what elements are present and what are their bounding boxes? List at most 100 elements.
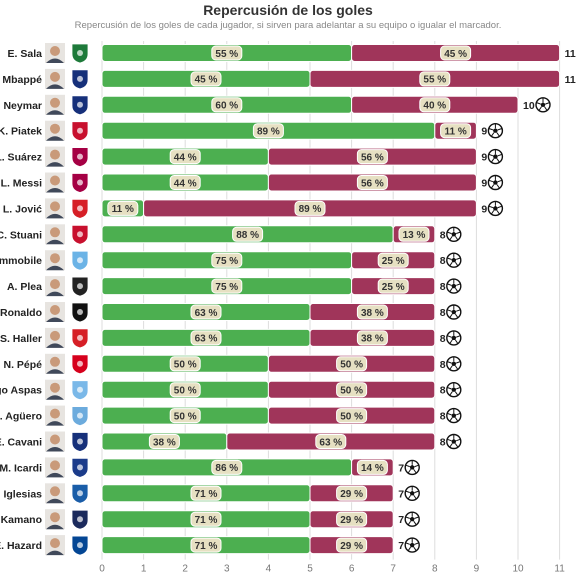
goal-total: 8: [440, 281, 446, 293]
soccer-ball-icon: [487, 148, 504, 165]
data-label-green: 86 %: [215, 463, 238, 474]
data-label-green: 88 %: [236, 230, 259, 241]
club-crest-icon: [71, 483, 89, 504]
player-photo: [45, 43, 65, 63]
club-crest-icon: [71, 173, 89, 193]
data-label-green: 11 %: [112, 204, 134, 215]
soccer-ball-icon: [446, 252, 462, 268]
data-label-red: 11 %: [444, 127, 466, 138]
club-crest-icon: [71, 276, 89, 297]
x-tick-label: 2: [182, 564, 188, 575]
data-label-red-bg: [356, 330, 388, 346]
data-label-green-bg: [148, 434, 180, 449]
soccer-ball-icon: [487, 200, 504, 217]
x-tick-label: 7: [390, 564, 396, 575]
data-label-red-bg: [356, 175, 388, 190]
data-label-green-bg: [190, 537, 222, 553]
data-label-green-bg: [211, 252, 243, 268]
data-label-red-bg: [336, 537, 368, 553]
club-crest-icon: [71, 457, 89, 478]
category-label: mmobile: [0, 255, 42, 267]
soccer-ball-icon: [446, 407, 462, 424]
data-label-red: 40 %: [423, 101, 446, 112]
player-photo: [45, 379, 65, 400]
soccer-ball-icon: [446, 278, 462, 294]
data-label-red: 38 %: [361, 334, 384, 345]
player-photo: [45, 68, 65, 89]
data-label-red: 63 %: [319, 437, 342, 448]
category-label: go Aspas: [0, 385, 42, 397]
club-crest-icon: [71, 380, 89, 401]
data-label-green-bg: [211, 97, 243, 113]
data-label-green: 38 %: [153, 437, 176, 448]
data-label-green: 71 %: [195, 541, 218, 552]
data-label-green-bg: [190, 511, 222, 527]
data-label-red-bg: [336, 485, 368, 501]
player-photo: [45, 172, 65, 193]
goal-total: 8: [440, 359, 446, 371]
club-crest-icon: [71, 250, 89, 271]
data-label-red-bg: [440, 123, 472, 139]
player-photo: [45, 94, 65, 115]
goal-total: 9: [481, 178, 487, 190]
data-label-green: 75 %: [215, 282, 238, 293]
goal-total: 7: [398, 462, 404, 474]
data-label-green: 45 %: [195, 75, 218, 86]
category-label: Kamano: [1, 514, 42, 526]
data-label-green-bg: [252, 123, 284, 139]
data-label-green-bg: [190, 330, 222, 346]
category-label: A. Plea: [7, 281, 42, 293]
data-label-red-bg: [377, 252, 409, 268]
club-crest-icon: [71, 198, 89, 219]
data-label-red: 14 %: [361, 463, 384, 474]
data-label-red: 13 %: [403, 230, 426, 241]
data-label-red: 29 %: [340, 489, 363, 500]
goal-total: 8: [440, 385, 446, 397]
player-photo: [45, 431, 65, 452]
data-label-green: 50 %: [174, 360, 197, 371]
data-label-red: 29 %: [340, 515, 363, 526]
player-photo: [45, 535, 65, 556]
goal-total: 7: [398, 540, 404, 552]
chart-title: Repercusión de los goles: [203, 2, 373, 18]
data-label-red-bg: [336, 511, 368, 527]
club-crest-icon: [71, 147, 89, 168]
data-label-green-bg: [169, 408, 201, 424]
data-label-red-bg: [398, 226, 430, 242]
data-label-red: 55 %: [423, 75, 446, 86]
goal-total: 8: [440, 229, 446, 241]
data-label-red-bg: [315, 434, 347, 449]
data-label-red: 50 %: [340, 411, 363, 422]
data-label-green: 44 %: [174, 152, 197, 163]
data-label-red: 56 %: [361, 152, 384, 163]
data-label-red-bg: [294, 200, 326, 216]
category-label: Neymar: [3, 100, 42, 112]
club-crest-icon: [71, 69, 89, 90]
data-label-green-bg: [190, 304, 222, 320]
data-label-red: 50 %: [340, 360, 363, 371]
soccer-ball-icon: [404, 485, 420, 501]
data-label-green-bg: [211, 278, 243, 294]
goal-total: 8: [440, 333, 446, 345]
club-crest-icon: [71, 121, 89, 142]
club-crest-icon: [71, 535, 89, 556]
data-label-red-bg: [336, 356, 368, 372]
x-tick-label: 8: [432, 564, 438, 575]
chart-subtitle: Repercusión de los goles de cada jugador…: [74, 20, 502, 31]
goal-total: 9: [481, 152, 487, 164]
player-photo: [45, 250, 65, 271]
player-photo: [45, 405, 65, 426]
x-tick-label: 0: [99, 564, 105, 575]
category-label: E. Hazard: [0, 540, 42, 552]
soccer-ball-icon: [535, 97, 551, 113]
soccer-ball-icon: [446, 433, 462, 450]
data-label-green: 44 %: [174, 178, 197, 189]
player-photo: [45, 276, 65, 297]
goal-total: 8: [440, 437, 446, 449]
goal-total: 8: [440, 411, 446, 423]
category-label: M. Icardi: [0, 462, 42, 474]
soccer-ball-icon: [446, 382, 462, 398]
data-label-red: 56 %: [361, 178, 384, 189]
x-tick-label: 10: [512, 564, 524, 575]
